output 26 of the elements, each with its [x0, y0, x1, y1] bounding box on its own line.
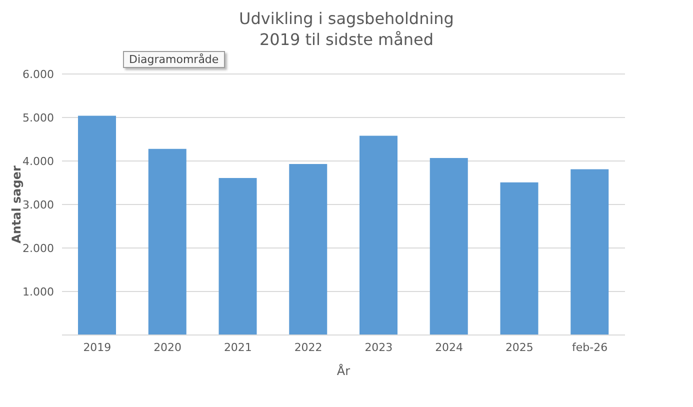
x-tick-label: 2021	[224, 340, 252, 354]
x-tick-label: 2022	[294, 340, 322, 354]
y-tick-label: 3.000	[22, 198, 54, 212]
bar	[360, 136, 398, 335]
tooltip-box: Diagramområde	[123, 51, 225, 68]
chart-title: Udvikling i sagsbeholdning 2019 til sidste måned	[238, 8, 455, 50]
bar	[148, 148, 186, 335]
bar	[218, 178, 257, 335]
y-axis-title: Antal sager	[9, 166, 24, 244]
x-tick-label: 2020	[154, 340, 182, 354]
bar	[430, 158, 468, 335]
bar	[500, 182, 538, 335]
x-tick-label: 2024	[435, 340, 464, 354]
x-tick-label: feb-26	[572, 340, 608, 354]
bar	[570, 169, 609, 335]
x-tick-label: 2025	[505, 340, 534, 354]
bar	[289, 164, 328, 335]
x-axis-title: År	[336, 363, 350, 378]
y-tick-label: 6.000	[22, 68, 54, 81]
y-tick-label: 2.000	[22, 242, 54, 255]
y-tick-label: 1.000	[22, 285, 54, 298]
x-tick-label: 2019	[83, 340, 112, 354]
y-tick-label: 4.000	[22, 154, 54, 168]
x-tick-label: 2023	[364, 340, 393, 354]
y-tick-label: 5.000	[22, 111, 54, 124]
bar	[78, 116, 116, 335]
